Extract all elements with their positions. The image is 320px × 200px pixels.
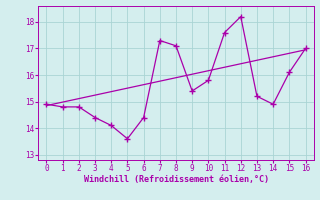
X-axis label: Windchill (Refroidissement éolien,°C): Windchill (Refroidissement éolien,°C) (84, 175, 268, 184)
